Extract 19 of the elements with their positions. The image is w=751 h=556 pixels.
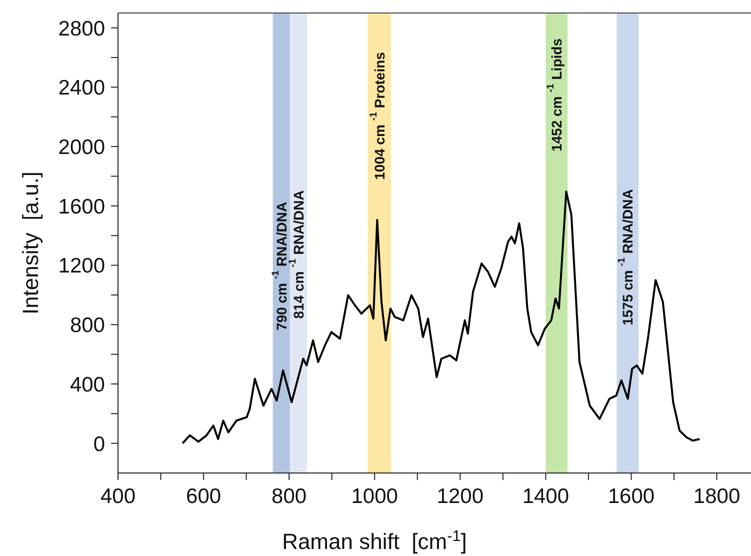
x-tick-label: 1400	[522, 484, 570, 508]
y-tick-label: 400	[70, 373, 105, 396]
x-axis-title: Raman shift [cm$^{-1}$]	[282, 528, 467, 554]
y-tick-label: 2400	[58, 76, 105, 100]
y-tick-label: 2000	[58, 136, 105, 160]
x-tick-label: 800	[272, 484, 307, 508]
x-tick-label: 600	[186, 484, 222, 508]
y-tick-label: 800	[70, 314, 105, 338]
x-tick-label: 1600	[608, 484, 655, 508]
y-tick-label: 2800	[58, 17, 105, 40]
y-tick-label: 1200	[58, 254, 105, 278]
x-tick-label: 1800	[693, 484, 740, 508]
x-tick-label: 400	[100, 484, 136, 508]
line-series	[182, 190, 701, 444]
y-tick-label: 1600	[58, 195, 105, 218]
x-tick-label: 1000	[351, 484, 398, 508]
x-tick-label: 1200	[436, 484, 484, 508]
y-tick-label: 0	[93, 432, 105, 456]
y-axis-title: Intensity [a.u.]	[18, 171, 43, 315]
